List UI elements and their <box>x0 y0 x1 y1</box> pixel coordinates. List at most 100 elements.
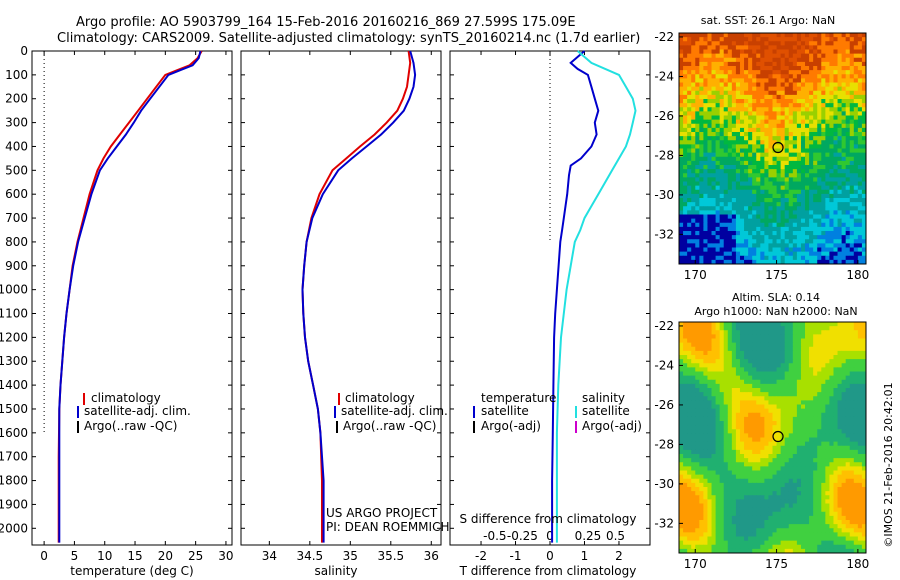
heatmap-cell <box>788 37 794 42</box>
heatmap-cell <box>695 255 700 261</box>
heatmap-cell <box>845 458 851 463</box>
heatmap-cell <box>849 400 855 405</box>
heatmap-cell <box>817 61 822 67</box>
heatmap-cell <box>691 355 696 360</box>
heatmap-cell <box>780 322 786 327</box>
heatmap-cell <box>849 421 855 426</box>
heatmap-cell <box>748 41 753 46</box>
heatmap-cell <box>805 119 810 125</box>
heatmap-cell <box>699 86 704 92</box>
heatmap-cell <box>707 231 712 236</box>
heatmap-cell <box>723 231 729 236</box>
heatmap-cell <box>768 33 773 38</box>
heatmap-cell <box>857 148 863 154</box>
heatmap-cell <box>857 433 863 438</box>
heatmap-cell <box>833 202 838 207</box>
heatmap-cell <box>776 478 782 484</box>
heatmap-cell <box>699 441 704 447</box>
heatmap-cell <box>699 90 704 96</box>
heatmap-cell <box>723 53 729 59</box>
heatmap-cell <box>715 53 721 59</box>
heatmap-cell <box>691 412 696 418</box>
heatmap-cell <box>805 94 810 100</box>
heatmap-cell <box>772 57 777 63</box>
heatmap-cell <box>719 189 725 195</box>
heatmap-cell <box>821 379 826 385</box>
heatmap-cell <box>739 78 745 83</box>
heatmap-cell <box>809 239 814 244</box>
heatmap-cell <box>800 482 806 488</box>
heatmap-cell <box>715 433 721 438</box>
heatmap-cell <box>752 115 757 121</box>
heatmap-cell <box>817 396 822 401</box>
heatmap-cell <box>817 127 822 133</box>
heatmap-cell <box>723 392 729 397</box>
heatmap-cell <box>772 235 777 240</box>
heatmap-cell <box>699 474 704 480</box>
heatmap-cell <box>792 350 798 356</box>
heatmap-cell <box>756 449 761 455</box>
heatmap-cell <box>837 330 843 335</box>
heatmap-cell <box>784 255 790 261</box>
heatmap-cell <box>849 152 855 158</box>
heatmap-cell <box>821 396 826 401</box>
heatmap-cell <box>699 322 704 327</box>
heatmap-cell <box>731 392 737 397</box>
heatmap-cell <box>829 53 834 59</box>
heatmap-cell <box>727 160 733 166</box>
heatmap-cell <box>776 503 782 509</box>
difference-lines <box>549 50 637 543</box>
heatmap-cell <box>711 78 716 83</box>
heatmap-cell <box>768 388 773 393</box>
heatmap-cell <box>845 226 851 232</box>
heatmap-cell <box>792 441 798 447</box>
heatmap-cell <box>829 33 834 38</box>
heatmap-cell <box>784 433 790 438</box>
salinity-panel: 34 34.5 35 35.5 36 climatology satellite-adj… <box>240 50 449 578</box>
heatmap-cell <box>845 37 851 42</box>
heatmap-cell <box>731 49 737 55</box>
heatmap-cell <box>845 363 851 368</box>
heatmap-cell <box>683 482 688 488</box>
heatmap-cell <box>821 400 826 405</box>
heatmap-cell <box>853 156 859 162</box>
heatmap-cell <box>752 82 757 88</box>
heatmap-cell <box>727 388 733 393</box>
heatmap-cell <box>772 86 777 92</box>
heatmap-cell <box>857 45 863 50</box>
heatmap-cell <box>727 247 733 253</box>
heatmap-cell <box>703 470 708 476</box>
heatmap-cell <box>813 119 818 125</box>
heatmap-cell <box>805 231 810 236</box>
heatmap-cell <box>776 181 782 187</box>
heatmap-cell <box>679 247 684 253</box>
heatmap-cell <box>723 487 729 492</box>
heatmap-cell <box>861 66 867 71</box>
heatmap-cell <box>796 152 802 158</box>
heatmap-cell <box>748 437 753 443</box>
heatmap-cell <box>772 400 777 405</box>
heatmap-cell <box>853 392 859 397</box>
heatmap-cell <box>800 78 806 83</box>
heatmap-cell <box>861 53 867 59</box>
heatmap-cell <box>805 330 810 335</box>
heatmap-cell <box>691 247 696 253</box>
heatmap-cell <box>861 359 867 364</box>
heatmap-cell <box>695 140 700 145</box>
heatmap-cell <box>707 421 712 426</box>
heatmap-cell <box>776 367 782 372</box>
heatmap-cell <box>752 210 757 215</box>
heatmap-cell <box>723 119 729 125</box>
heatmap-cell <box>857 425 863 430</box>
heatmap-cell <box>764 482 769 488</box>
heatmap-cell <box>849 408 855 414</box>
heatmap-cell <box>683 338 688 344</box>
heatmap-cell <box>772 127 777 133</box>
heatmap-cell <box>837 247 843 253</box>
heatmap-cell <box>833 379 838 385</box>
heatmap-cell <box>703 247 708 253</box>
heatmap-cell <box>825 462 830 467</box>
heatmap-cell <box>813 243 818 248</box>
heatmap-cell <box>849 437 855 443</box>
heatmap-cell <box>679 181 684 187</box>
